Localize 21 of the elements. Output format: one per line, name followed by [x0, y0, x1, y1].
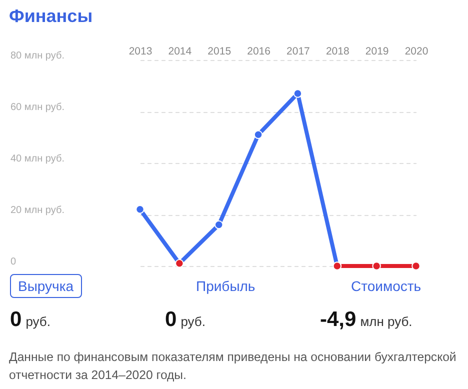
chart-title: Финансы	[9, 6, 93, 27]
x-tick-label: 2014	[168, 46, 192, 58]
y-tick-label: 80 млн руб.	[10, 50, 64, 62]
x-tick-label: 2017	[286, 46, 310, 58]
y-tick-label: 20 млн руб.	[10, 205, 64, 216]
category-label: Выручка	[10, 274, 82, 298]
y-tick-label: 0	[10, 256, 16, 268]
text: Данные по финансовым показателям приведены на основании бухгалтерской отчетности за 2014–2020 годы.	[9, 349, 458, 384]
text: -4,9 млн руб.	[320, 308, 412, 331]
y-tick-label: 60 млн руб.	[10, 102, 64, 113]
x-tick-label: 2020	[404, 46, 428, 58]
y-tick-label: 40 млн руб.	[10, 154, 64, 164]
category-label: Прибыль	[195, 277, 256, 296]
x-tick-label: 2013	[128, 46, 152, 58]
category-label: Стоимость	[350, 277, 422, 296]
x-tick-label: 2019	[365, 46, 389, 58]
x-tick-label: 2018	[326, 46, 350, 58]
text: 0 руб.	[10, 308, 50, 331]
x-tick-label: 2015	[208, 46, 232, 58]
text: 0 руб.	[165, 308, 206, 331]
x-tick-label: 2016	[247, 46, 271, 58]
